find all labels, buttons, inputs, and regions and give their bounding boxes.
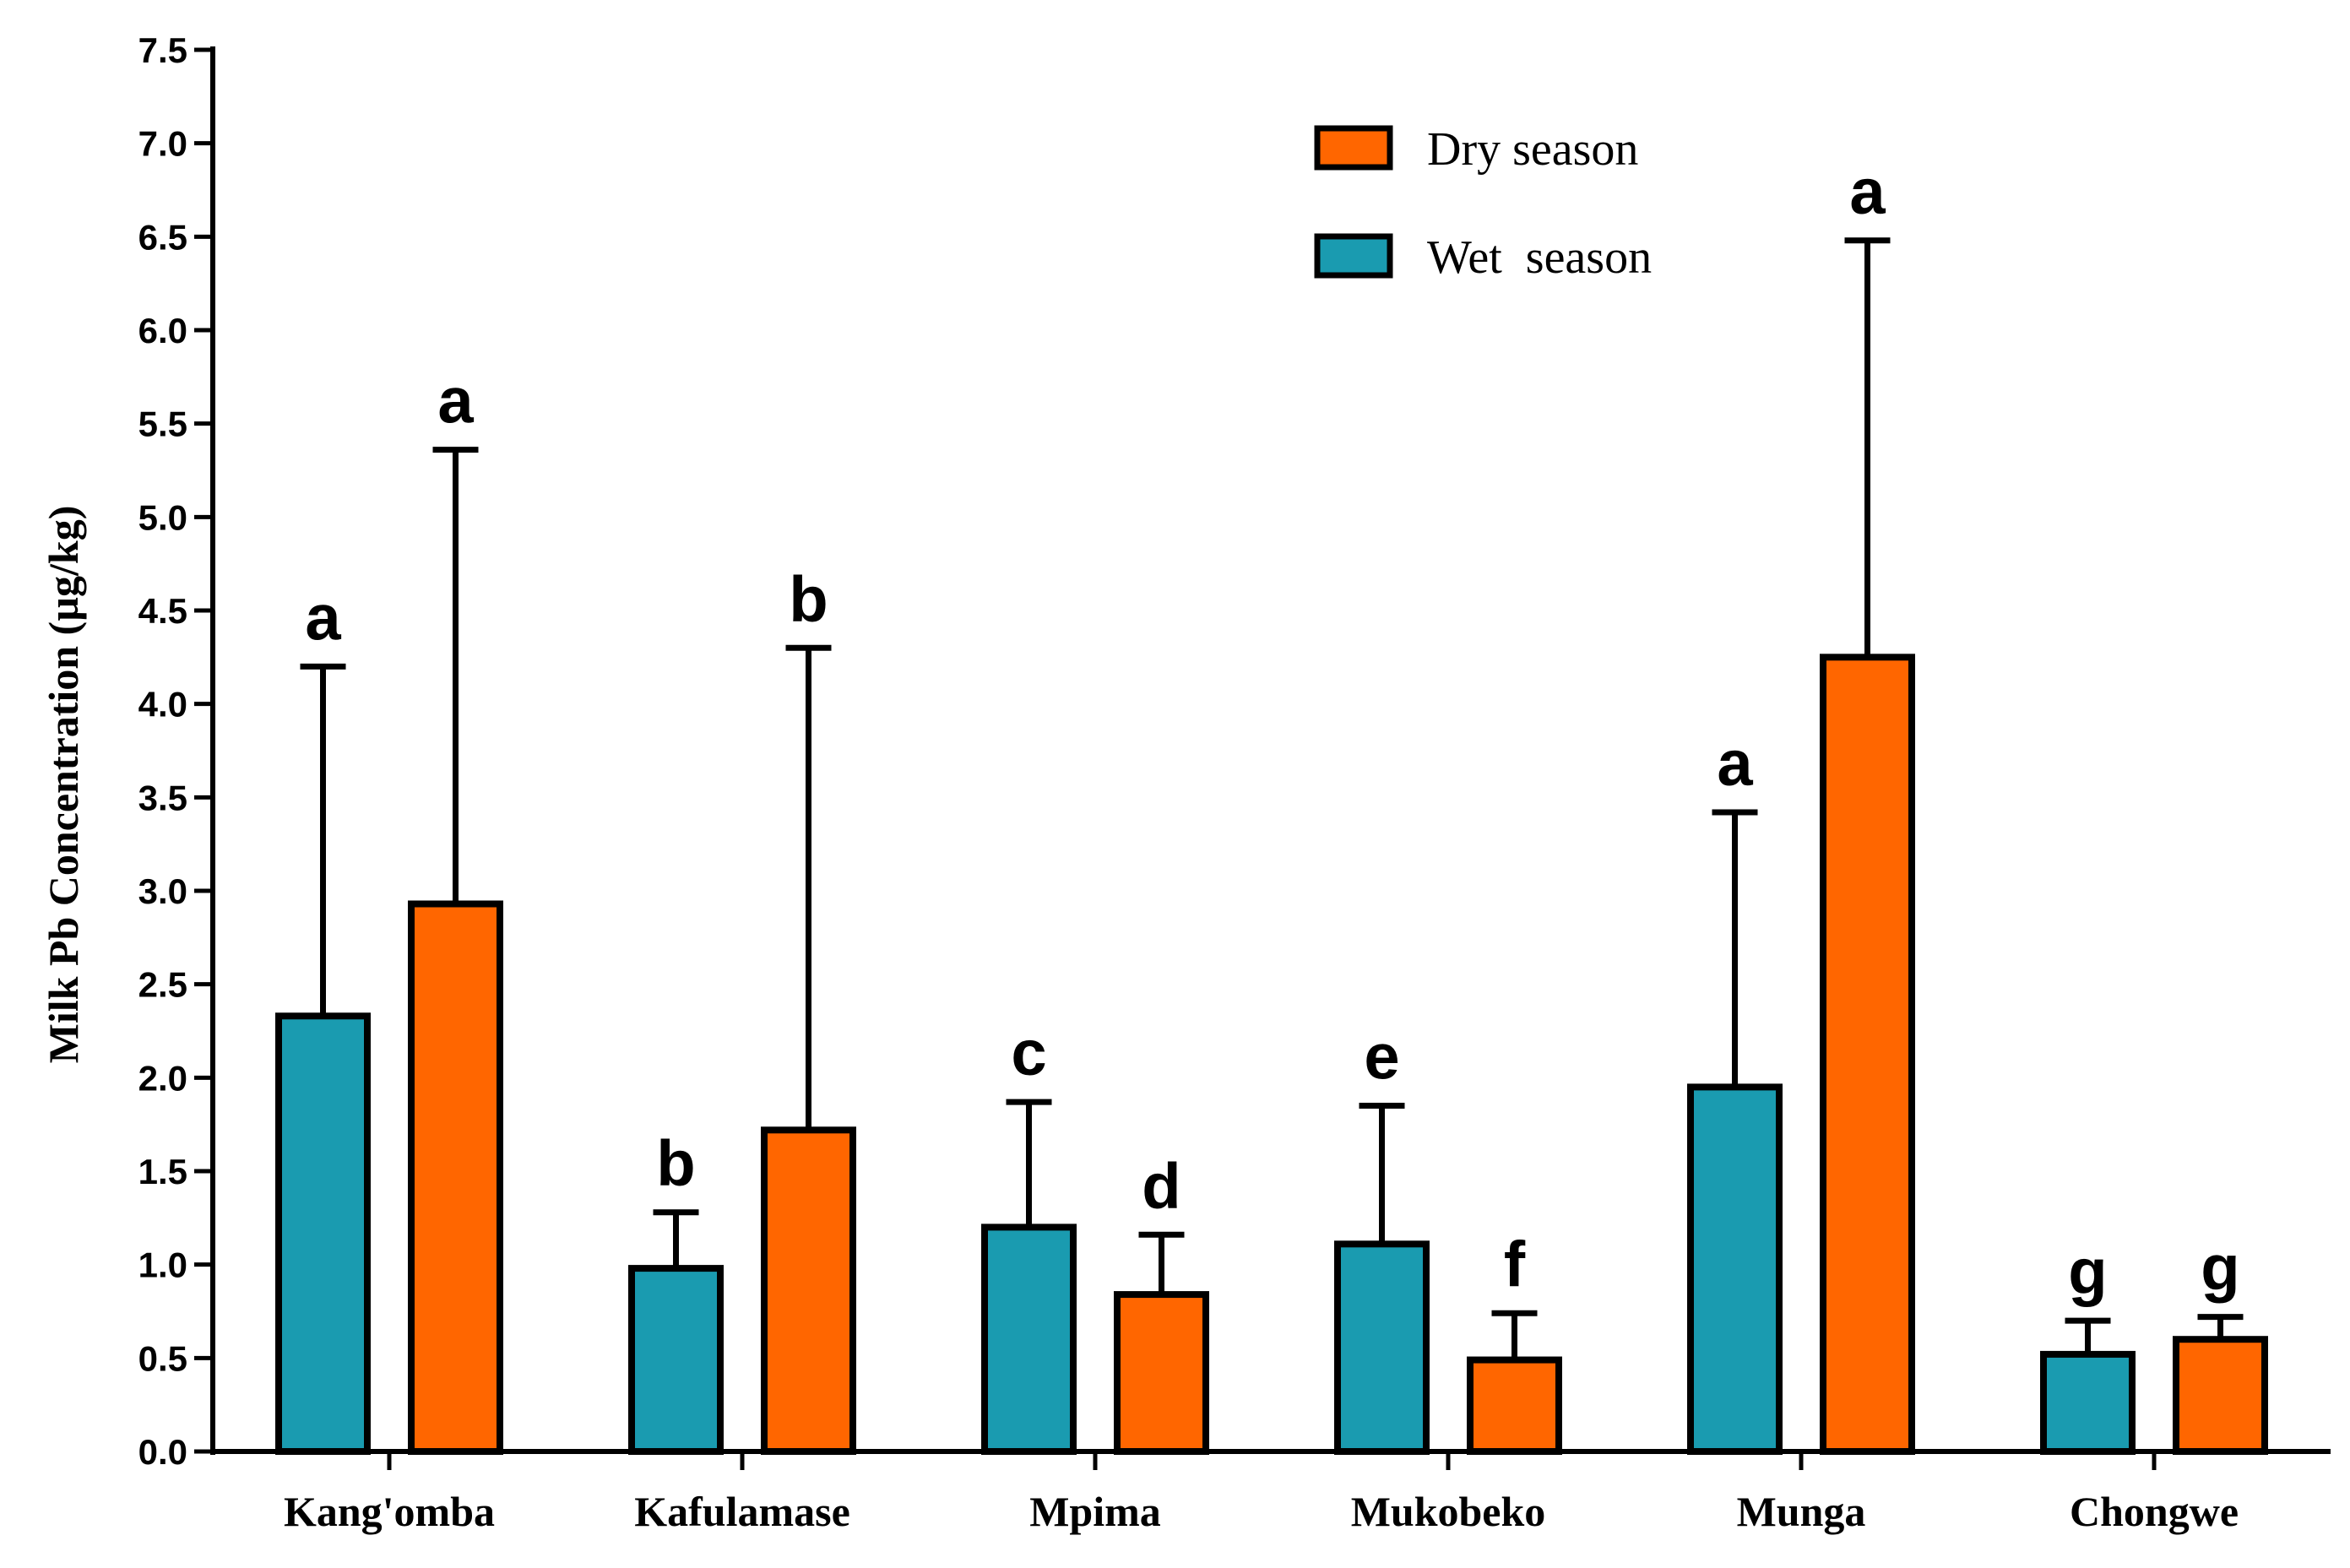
x-tick-label: Kafulamase (634, 1488, 850, 1535)
x-tick-label: Kang'omba (284, 1488, 495, 1535)
significance-label: a (437, 366, 474, 437)
legend: Dry season Wet season (1314, 123, 1652, 284)
bar (761, 1126, 856, 1455)
y-tick-label: 2.0 (138, 1058, 187, 1098)
y-tick-label: 0.0 (138, 1432, 187, 1472)
significance-label: d (1142, 1150, 1180, 1222)
significance-label: c (1011, 1017, 1046, 1089)
legend-swatch (1314, 125, 1393, 171)
significance-label: b (789, 563, 828, 635)
bar (1820, 654, 1915, 1455)
y-tick-label: 1.0 (138, 1245, 187, 1285)
x-tick-label: Mpima (1029, 1488, 1161, 1535)
bar (1334, 1240, 1430, 1455)
bar (2040, 1350, 2136, 1455)
significance-label: g (2201, 1233, 2239, 1305)
y-tick-label: 4.0 (138, 685, 187, 724)
bar (2173, 1336, 2268, 1455)
bar (1467, 1356, 1562, 1455)
bar (408, 900, 503, 1455)
y-tick-label: 6.5 (138, 217, 187, 257)
bar (275, 1012, 371, 1455)
y-tick-label: 0.5 (138, 1338, 187, 1378)
x-tick-label: Mukobeko (1351, 1488, 1546, 1535)
significance-label: b (656, 1128, 695, 1200)
significance-label: a (305, 582, 341, 654)
bars (275, 237, 2268, 1456)
bar (1114, 1291, 1209, 1455)
axes: 0.0 0.5 1.0 1.5 2.0 2.5 3.0 3.5 4.0 4.5 5.0 5.5 6.0 6… (40, 30, 2331, 1535)
y-tick-label: 3.0 (138, 871, 187, 911)
y-tick-label: 7.0 (138, 124, 187, 164)
bar (1687, 1083, 1783, 1456)
significance-label: g (2068, 1236, 2107, 1308)
significance-label: e (1364, 1022, 1399, 1093)
y-axis-title: Milk Pb Concentration (µg/kg) (40, 506, 87, 1064)
y-tick-label: 1.5 (138, 1152, 187, 1191)
y-tick-label: 6.0 (138, 311, 187, 350)
bar (628, 1265, 724, 1456)
bar (981, 1223, 1077, 1456)
labels: a a b b c d e f a a g g (305, 156, 2239, 1308)
significance-label: a (1849, 156, 1886, 228)
y-tick-label: 3.5 (138, 778, 187, 817)
legend-label: Wet season (1427, 231, 1652, 284)
x-tick-label: Munga (1737, 1488, 1866, 1535)
legend-label: Dry season (1427, 123, 1638, 176)
y-tick-label: 5.5 (138, 404, 187, 444)
y-tick-label: 7.5 (138, 30, 187, 70)
y-tick-label: 2.5 (138, 965, 187, 1005)
significance-label: f (1504, 1229, 1526, 1300)
significance-label: a (1717, 728, 1753, 800)
x-tick-label: Chongwe (2070, 1488, 2239, 1535)
legend-swatch (1314, 233, 1393, 279)
y-tick-label: 5.0 (138, 497, 187, 537)
y-tick-label: 4.5 (138, 591, 187, 631)
